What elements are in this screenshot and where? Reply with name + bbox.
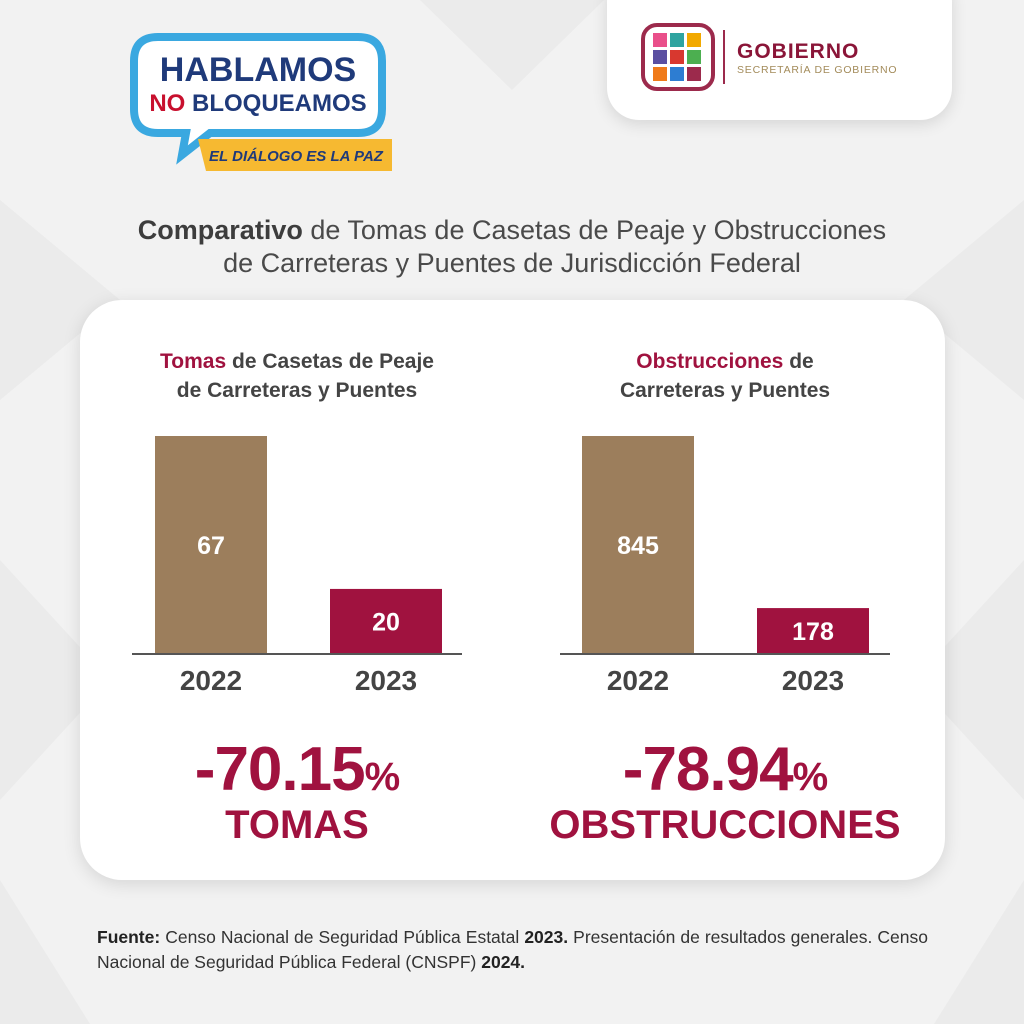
chart-title-line2: Carreteras y Puentes xyxy=(620,379,830,402)
chart-title-rest: de xyxy=(789,350,814,373)
x-tick-label: 2023 xyxy=(782,665,844,696)
chart-title: Obstrucciones de xyxy=(636,350,813,373)
percent-unit: % xyxy=(793,755,828,799)
emblem xyxy=(641,23,715,91)
source-text: Censo Nacional de Seguridad Pública Esta… xyxy=(165,927,520,947)
chart-title: Tomas de Casetas de Peaje xyxy=(160,350,434,373)
x-tick-label: 2022 xyxy=(180,665,242,696)
logo-bloqueamos: BLOQUEAMOS xyxy=(192,90,367,117)
source-label: Fuente: xyxy=(97,927,161,947)
percent-change: -78.94% xyxy=(623,735,828,804)
bar xyxy=(757,608,869,654)
government-logo: GOBIERNO SECRETARÍA DE GOBIERNO xyxy=(641,23,897,91)
page-title: Comparativo de Tomas de Casetas de Peaje… xyxy=(60,214,964,280)
campaign-logo: HABLAMOS NO BLOQUEAMOS EL DIÁLOGO ES LA … xyxy=(130,33,392,171)
title-rest: de Tomas de Casetas de Peaje y Obstrucci… xyxy=(310,215,887,245)
source-text: Presentación de resultados generales. Ce… xyxy=(97,927,928,972)
logo-tagline: EL DIÁLOGO ES LA PAZ xyxy=(209,148,384,165)
speech-bubble xyxy=(130,33,386,165)
logo-line2: NO BLOQUEAMOS xyxy=(149,90,366,117)
change-label: TOMAS xyxy=(225,803,369,847)
bar xyxy=(155,436,267,654)
source-note: Fuente: Censo Nacional de Seguridad Públ… xyxy=(97,925,928,975)
logo-no: NO xyxy=(149,90,185,117)
chart-title-rest: de Casetas de Peaje xyxy=(232,350,434,373)
logo-line1: HABLAMOS xyxy=(160,51,356,89)
value-label: 67 xyxy=(197,532,225,560)
value-label: 845 xyxy=(617,532,659,560)
change-label: OBSTRUCCIONES xyxy=(549,803,900,847)
percent-value: -78.94 xyxy=(623,735,794,804)
percent-unit: % xyxy=(365,755,400,799)
percent-value: -70.15 xyxy=(195,735,365,804)
government-office: SECRETARÍA DE GOBIERNO xyxy=(737,63,897,76)
title-line2: de Carreteras y Puentes de Jurisdicción … xyxy=(223,248,801,278)
bar xyxy=(582,436,694,654)
bar xyxy=(330,588,442,654)
government-name: GOBIERNO xyxy=(737,40,859,63)
chart-title-highlight: Obstrucciones xyxy=(636,350,783,373)
chart-title-line2: de Carreteras y Puentes xyxy=(177,379,417,402)
x-tick-label: 2022 xyxy=(607,665,669,696)
title-bold: Comparativo xyxy=(137,215,303,245)
source-year: 2023. xyxy=(524,927,569,947)
tagline-band xyxy=(198,139,392,171)
value-label: 178 xyxy=(792,618,834,646)
x-tick-label: 2023 xyxy=(355,665,417,696)
value-label: 20 xyxy=(372,608,400,636)
source-year: 2024. xyxy=(481,952,526,972)
percent-change: -70.15% xyxy=(195,735,400,804)
chart-title-highlight: Tomas xyxy=(160,350,226,373)
